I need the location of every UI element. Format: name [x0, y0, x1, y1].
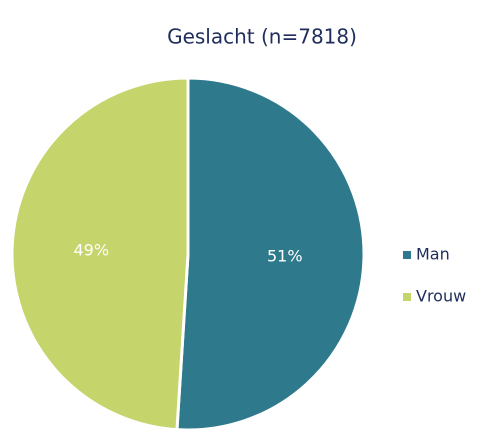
pie-slice	[175, 76, 366, 430]
data-label: 49%	[73, 240, 109, 259]
legend-label: Man	[416, 245, 450, 264]
chart-title: Geslacht (n=7818)	[167, 25, 357, 49]
legend-marker	[403, 251, 411, 259]
legend-marker	[403, 293, 411, 301]
legend-label: Vrouw	[416, 287, 466, 306]
pie-slice	[10, 76, 190, 430]
data-label: 51%	[267, 247, 303, 266]
